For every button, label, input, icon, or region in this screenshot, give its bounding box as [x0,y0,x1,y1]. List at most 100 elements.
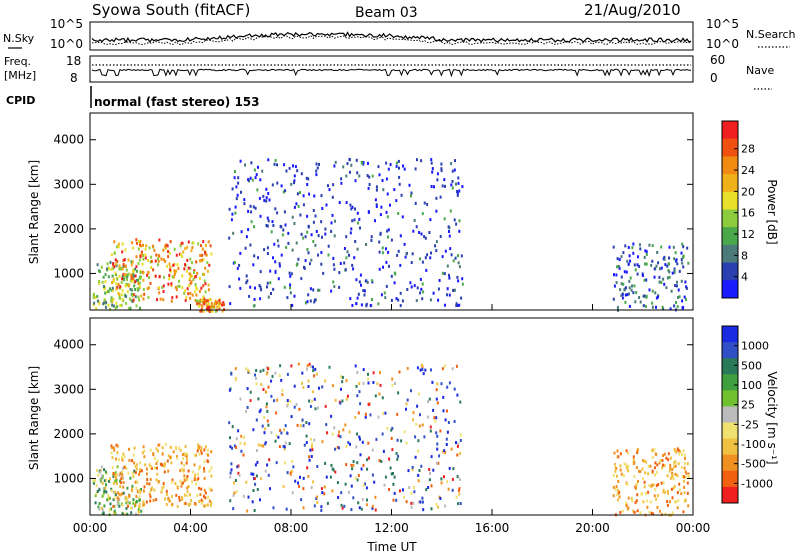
heatmap-cell [680,492,683,496]
heatmap-cell [273,399,276,403]
heatmap-cell [674,472,677,476]
heatmap-cell [377,302,380,306]
heatmap-cell [662,463,664,467]
heatmap-cell [620,275,623,279]
heatmap-cell [444,303,446,307]
heatmap-cell [416,404,419,408]
heatmap-cell [436,461,438,465]
heatmap-cell [122,264,125,268]
heatmap-cell [625,286,627,290]
heatmap-cell [389,163,392,167]
heatmap-cell [98,300,101,304]
heatmap-cell [356,432,358,436]
heatmap-cell [266,281,269,285]
heatmap-cell [133,446,136,450]
heatmap-cell [656,463,659,467]
heatmap-cell [443,178,446,182]
colorbar-tick-label: 12 [741,228,755,241]
heatmap-cell [96,469,98,472]
heatmap-cell [657,483,660,486]
freq-label: Freq. [4,55,31,68]
heatmap-cell [156,298,158,302]
heatmap-cell [619,511,622,514]
heatmap-cell [117,245,120,249]
heatmap-cell [207,495,210,499]
heatmap-cell [422,372,425,376]
heatmap-cell [278,264,281,268]
heatmap-cell [293,205,296,209]
heatmap-cell [429,256,432,260]
heatmap-cell [345,445,348,448]
heatmap-cell [346,250,349,254]
heatmap-cell [677,288,680,292]
heatmap-cell [442,395,445,399]
heatmap-cell [682,479,685,483]
heatmap-cell [267,473,270,477]
heatmap-cell [367,372,369,376]
heatmap-cell [456,393,459,397]
heatmap-cell [126,486,129,490]
heatmap-cell [662,490,665,494]
heatmap-cell [306,248,309,251]
heatmap-cell [131,489,134,493]
heatmap-cell [316,166,319,170]
heatmap-cell [95,307,98,310]
heatmap-cell [412,418,414,422]
heatmap-cell [455,304,458,307]
heatmap-cell [173,275,176,279]
heatmap-cell [419,500,422,504]
heatmap-cell [161,486,164,490]
heatmap-cell [262,444,265,448]
heatmap-cell [443,449,446,453]
heatmap-cell [101,481,104,485]
heatmap-cell [652,483,655,487]
heatmap-cell [625,463,628,467]
heatmap-cell [236,465,239,469]
heatmap-cell [680,258,683,261]
heatmap-cell [393,188,396,192]
heatmap-cell [243,435,246,439]
heatmap-cell [668,245,671,249]
heatmap-cell [150,259,153,263]
heatmap-cell [135,255,138,259]
heatmap-cell [112,472,115,476]
heatmap-cell [399,291,402,295]
heatmap-cell [175,288,178,292]
heatmap-cell [627,496,630,500]
heatmap-cell [202,272,204,276]
heatmap-cell [388,264,390,268]
heatmap-cell [178,279,180,283]
heatmap-cell [198,486,201,490]
heatmap-cell [132,453,135,457]
heatmap-cell [183,479,186,483]
heatmap-cell [628,254,631,258]
heatmap-cell [107,289,110,293]
heatmap-cell [446,480,449,484]
heatmap-cell [235,185,238,189]
heatmap-cell [662,481,665,485]
heatmap-cell [245,480,248,484]
heatmap-cell [347,441,350,445]
heatmap-cell [410,501,413,505]
heatmap-cell [421,212,424,216]
heatmap-cell [625,270,628,274]
heatmap-cell [307,225,310,229]
heatmap-cell [116,491,119,495]
heatmap-cell [314,407,317,411]
heatmap-cell [229,445,232,449]
heatmap-cell [644,471,647,475]
heatmap-cell [120,477,123,481]
heatmap-cell [136,500,138,504]
heatmap-cell [459,502,462,505]
heatmap-cell [331,489,334,493]
heatmap-cell [317,406,319,410]
heatmap-cell [456,275,459,279]
heatmap-cell [325,423,328,427]
heatmap-cell [413,490,416,494]
heatmap-cell [150,467,153,470]
heatmap-cell [143,455,146,459]
heatmap-cell [672,486,675,490]
heatmap-cell [687,261,690,265]
heatmap-cell [418,424,421,428]
heatmap-cell [381,396,384,400]
